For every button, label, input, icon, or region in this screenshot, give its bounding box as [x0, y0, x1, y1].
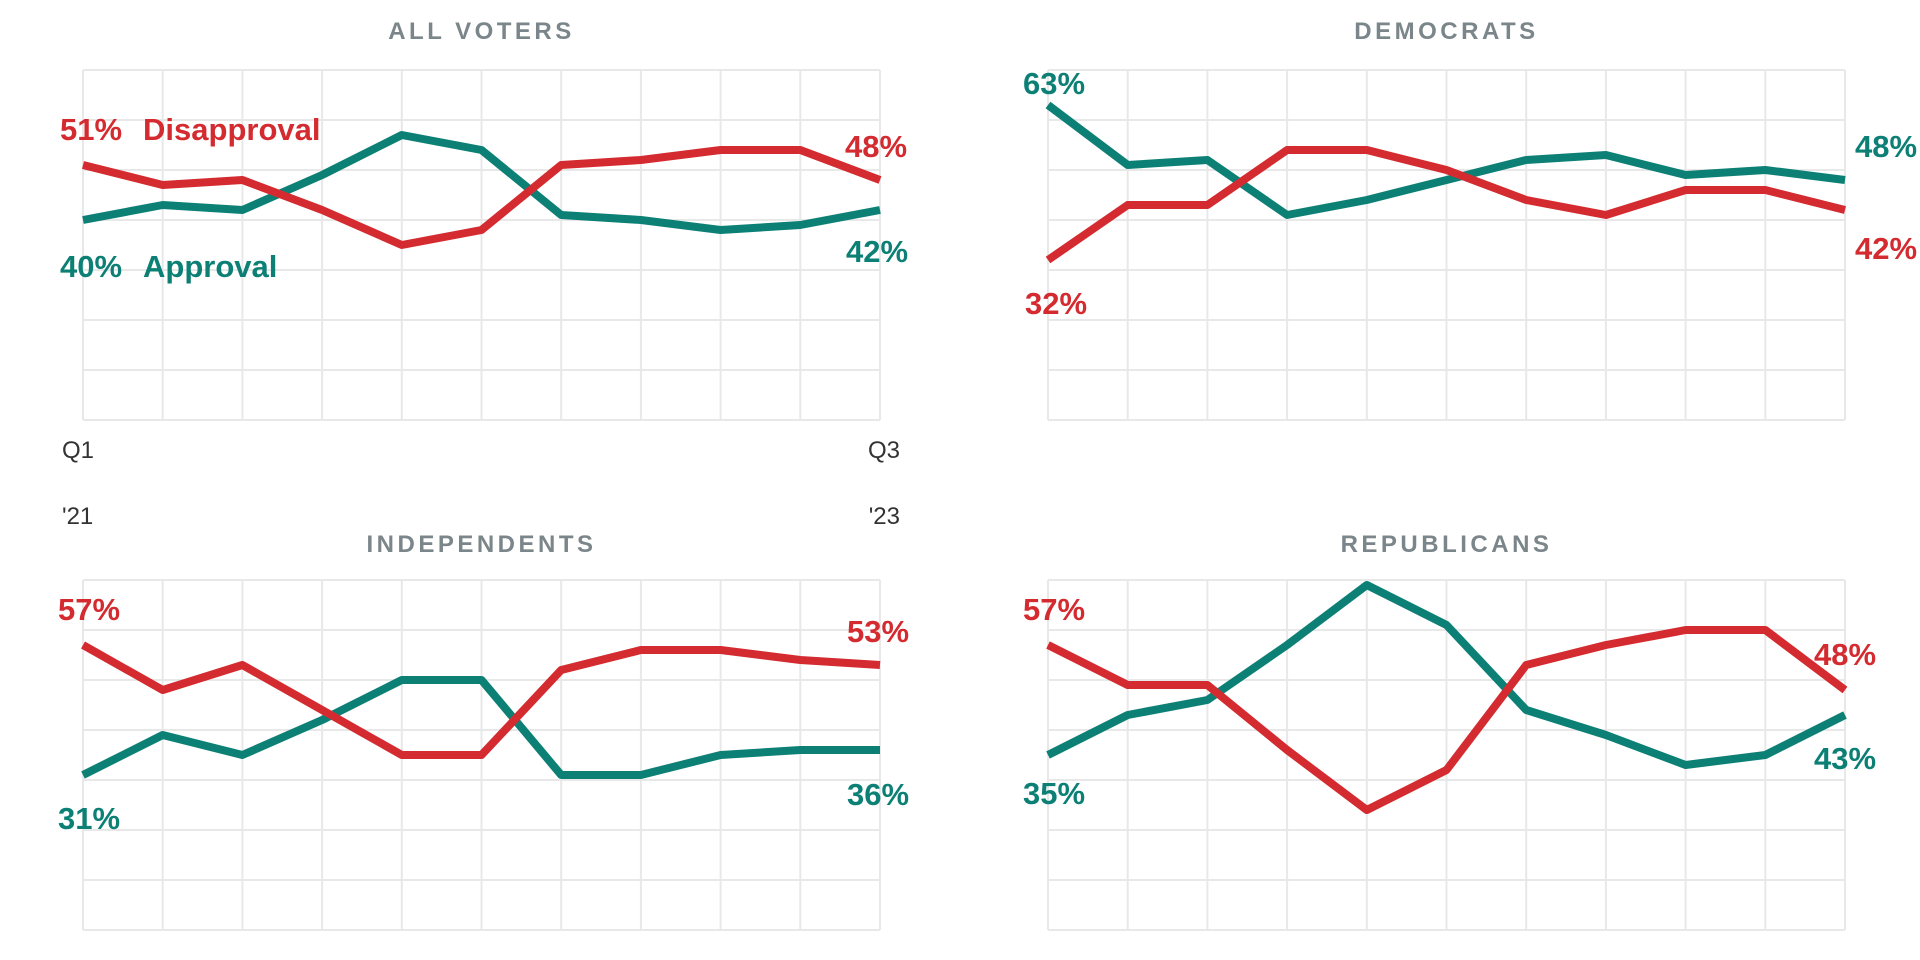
line-disapproval [82, 146, 882, 249]
end-value-approval: 43% [1814, 741, 1877, 776]
end-value-approval: 48% [1855, 129, 1918, 164]
series-label-disapproval: 51% Disapproval [60, 114, 321, 145]
x-axis-end-label: Q3 '23 [800, 434, 900, 533]
gridlines [1047, 69, 1846, 421]
start-value-disapproval: 57% [1023, 592, 1086, 627]
series-name-approval: Approval [143, 249, 278, 284]
start-value-approval: 31% [58, 801, 121, 836]
start-value-approval: 63% [1023, 66, 1086, 101]
panel-title-independents: INDEPENDENTS [366, 531, 597, 558]
series-label-approval: 40% Approval [60, 251, 277, 282]
chart-republicans [1046, 579, 1848, 931]
start-value-disapproval: 51% [60, 112, 123, 147]
start-value-disapproval: 57% [58, 592, 121, 627]
line-disapproval [1046, 626, 1848, 814]
x-axis-start-line1: Q1 [62, 437, 95, 464]
line-approval [81, 676, 880, 779]
end-value-disapproval: 42% [1855, 231, 1918, 266]
line-disapproval [1045, 146, 1846, 264]
panel-title-all-voters: ALL VOTERS [388, 18, 575, 45]
end-value-disapproval: 53% [847, 614, 910, 649]
start-value-disapproval: 32% [1025, 286, 1088, 321]
chart-all-voters [82, 69, 882, 421]
panel-title-democrats: DEMOCRATS [1354, 18, 1539, 45]
end-value-approval: 42% [846, 234, 909, 269]
line-approval [1046, 581, 1847, 769]
chart-independents [81, 579, 881, 931]
x-axis-start-line2: '21 [62, 503, 94, 530]
end-value-disapproval: 48% [845, 129, 908, 164]
line-approval [82, 131, 881, 234]
chart-democrats [1045, 69, 1846, 421]
series-name-disapproval: Disapproval [143, 112, 321, 147]
start-value-approval: 35% [1023, 776, 1086, 811]
gridlines [82, 69, 881, 421]
end-value-disapproval: 48% [1814, 637, 1877, 672]
end-value-approval: 36% [847, 777, 910, 812]
x-axis-start-label: Q1 '21 [62, 434, 94, 533]
gridlines [82, 579, 881, 931]
line-approval [1045, 101, 1846, 219]
x-axis-end-line2: '23 [868, 503, 900, 530]
start-value-approval: 40% [60, 249, 123, 284]
line-disapproval [81, 641, 881, 759]
panel-title-republicans: REPUBLICANS [1340, 531, 1553, 558]
x-axis-end-line1: Q3 [867, 437, 900, 464]
